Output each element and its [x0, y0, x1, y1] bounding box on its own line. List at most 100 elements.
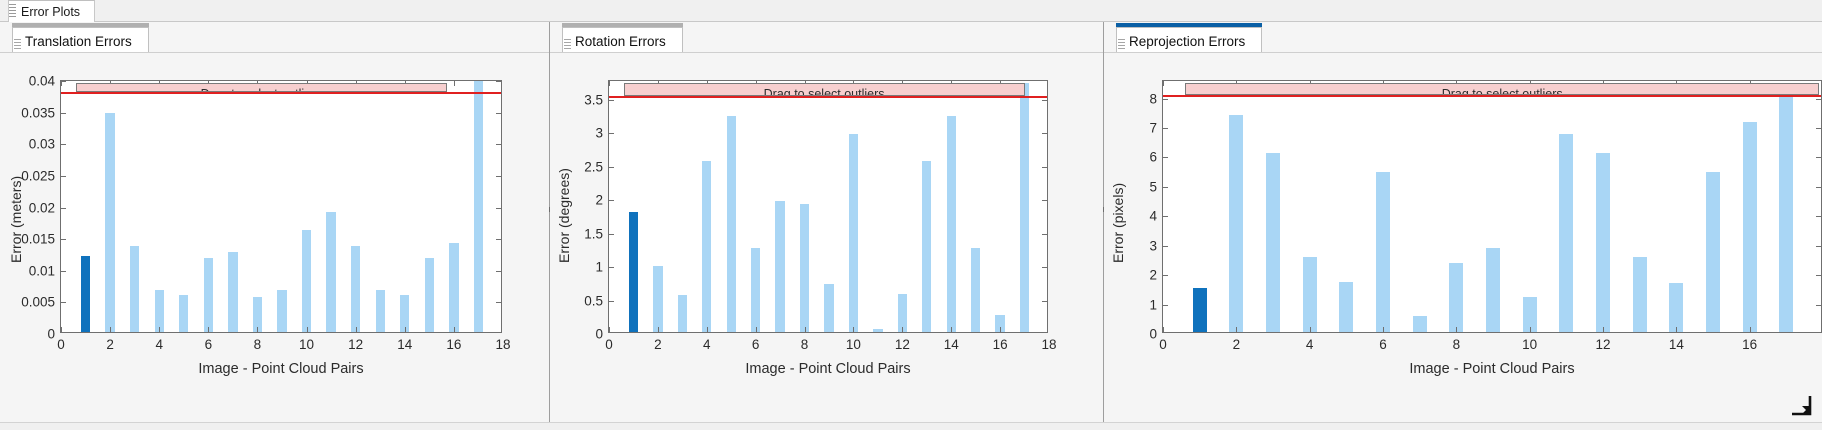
bar[interactable] — [677, 294, 687, 332]
y-tick — [609, 166, 614, 168]
document-tab-error-plots[interactable]: Error Plots — [8, 0, 96, 22]
bar[interactable] — [228, 251, 238, 332]
x-tick — [1383, 327, 1384, 332]
bar[interactable] — [873, 329, 883, 332]
bar[interactable] — [1266, 152, 1280, 332]
y-tick-label: 0.04 — [28, 73, 55, 89]
drag-grip-icon[interactable] — [564, 39, 571, 52]
outlier-threshold-line[interactable] — [609, 96, 1047, 99]
plot-area[interactable]: Drag to select outliers 0 0.005 0.01 0.015 0.… — [21, 74, 510, 353]
bar[interactable] — [1412, 316, 1427, 332]
outlier-threshold-line[interactable] — [1163, 94, 1821, 97]
bar[interactable] — [824, 284, 834, 332]
bar[interactable] — [1779, 84, 1794, 332]
plot-area[interactable]: Drag to select outliers 0 1 2 3 4 5 6 7 8 0 2 4 6 8 10 1… — [1149, 80, 1822, 352]
bar[interactable] — [473, 81, 484, 332]
bar[interactable] — [995, 315, 1005, 332]
bar[interactable] — [1559, 134, 1574, 332]
bar[interactable] — [897, 293, 907, 332]
x-tick-label: 2 — [1232, 337, 1241, 352]
bar[interactable] — [424, 258, 434, 332]
bar[interactable] — [400, 295, 410, 332]
panel-splitter-2[interactable] — [1103, 22, 1104, 430]
tab-translation-errors[interactable]: Translation Errors — [12, 23, 149, 52]
y-tick — [609, 267, 614, 269]
bar[interactable] — [130, 245, 140, 332]
window-bottom-strip — [0, 422, 1822, 430]
bar[interactable] — [653, 266, 663, 332]
x-tick-label: 12 — [1595, 337, 1611, 352]
bar[interactable] — [1192, 287, 1207, 332]
bar[interactable] — [1596, 153, 1610, 332]
outlier-strip-label: Drag to select outliers — [201, 87, 322, 91]
bar[interactable] — [751, 248, 761, 332]
bar[interactable] — [1486, 248, 1500, 332]
bar[interactable] — [799, 203, 810, 332]
y-tick — [609, 200, 614, 202]
bar[interactable] — [375, 290, 385, 332]
x-tick — [208, 327, 210, 332]
bar[interactable] — [628, 212, 639, 332]
outlier-selection-strip[interactable]: Drag to select outliers — [75, 83, 447, 93]
bar[interactable] — [179, 295, 189, 332]
bar[interactable] — [922, 160, 932, 332]
y-tick — [609, 99, 614, 101]
bar[interactable] — [1302, 256, 1317, 332]
x-tick-label: 4 — [703, 337, 711, 352]
bar[interactable] — [702, 160, 712, 332]
bar[interactable] — [80, 256, 91, 332]
drag-grip-icon[interactable] — [1118, 39, 1125, 52]
bar[interactable] — [1742, 121, 1757, 332]
x-tick-label: 14 — [397, 337, 413, 352]
x-tick — [355, 327, 357, 332]
bar[interactable] — [1019, 83, 1030, 332]
bar[interactable] — [105, 112, 115, 332]
y-tick-label: 0.02 — [28, 200, 55, 215]
drag-grip-icon[interactable] — [9, 4, 16, 18]
x-tick-label: 16 — [992, 337, 1008, 352]
y-tick-right — [1816, 275, 1821, 277]
bar[interactable] — [726, 115, 736, 332]
tab-rotation-errors[interactable]: Rotation Errors — [562, 23, 683, 52]
bar[interactable] — [1669, 282, 1684, 332]
y-tick-label: 6 — [1149, 149, 1157, 165]
plot-area[interactable]: Drag to select outliers 0 0.5 1 1.5 2 2.5 3 3.5 0… — [584, 80, 1057, 352]
bar[interactable] — [154, 290, 164, 332]
bar[interactable] — [1376, 171, 1390, 332]
x-tick — [951, 327, 953, 332]
y-tick-right — [496, 112, 501, 114]
y-tick-right — [1816, 245, 1821, 247]
bar[interactable] — [1229, 114, 1244, 332]
bar[interactable] — [301, 230, 312, 332]
bar[interactable] — [971, 248, 981, 332]
drag-grip-icon[interactable] — [14, 39, 21, 52]
bar[interactable] — [351, 245, 361, 332]
bar[interactable] — [1706, 172, 1720, 332]
bar[interactable] — [775, 201, 785, 332]
outlier-threshold-line[interactable] — [61, 92, 501, 95]
x-tick-label: 10 — [845, 337, 861, 352]
bar[interactable] — [1339, 282, 1354, 332]
outlier-selection-strip[interactable]: Drag to select outliers — [1185, 83, 1820, 95]
bar[interactable] — [1632, 257, 1647, 332]
x-tick — [110, 327, 112, 332]
bar[interactable] — [848, 133, 859, 332]
bar[interactable] — [1522, 297, 1537, 332]
bar[interactable] — [277, 289, 287, 332]
bar[interactable] — [326, 212, 336, 332]
bar[interactable] — [203, 258, 213, 332]
x-tick — [1163, 327, 1164, 332]
y-tick-right — [1816, 304, 1821, 306]
y-tick-label: 7 — [1149, 120, 1157, 136]
tab-reprojection-errors[interactable]: Reprojection Errors — [1116, 23, 1263, 52]
x-tick — [453, 327, 455, 332]
bar[interactable] — [252, 296, 263, 332]
panel-splitter-1[interactable] — [549, 22, 550, 430]
bar[interactable] — [1449, 262, 1464, 332]
y-tick-label: 0.5 — [584, 293, 603, 309]
y-tick-right — [1042, 300, 1047, 302]
outlier-selection-strip[interactable]: Drag to select outliers — [623, 83, 1025, 97]
bar[interactable] — [449, 242, 459, 332]
tab-accent-bar — [12, 23, 149, 27]
bar[interactable] — [946, 115, 956, 332]
